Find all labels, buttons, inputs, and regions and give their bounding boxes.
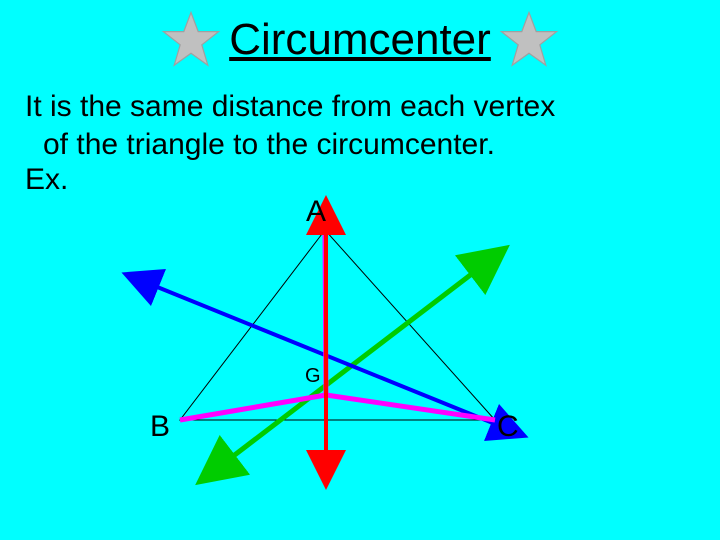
perp-bisector-ac — [215, 260, 490, 470]
vertex-label-a: A — [306, 195, 326, 229]
example-row: Ex. — [0, 163, 720, 197]
radius-gb — [180, 395, 326, 420]
star-icon — [161, 10, 221, 70]
star-icon — [499, 10, 559, 70]
example-label: Ex. — [0, 163, 68, 197]
vertex-label-b: B — [150, 410, 170, 444]
title-row: Circumcenter — [0, 0, 720, 70]
radius-gc — [326, 395, 495, 420]
circumcenter-label: G — [305, 365, 321, 388]
perp-bisector-ab — [140, 280, 510, 430]
body-line-1: It is the same distance from each vertex — [25, 88, 695, 126]
triangle — [180, 230, 495, 420]
page-title: Circumcenter — [229, 15, 491, 65]
body-line-2: of the triangle to the circumcenter. — [25, 126, 695, 164]
description-text: It is the same distance from each vertex… — [0, 70, 720, 163]
radius-ga — [325, 230, 326, 395]
vertex-label-c: C — [497, 410, 519, 444]
